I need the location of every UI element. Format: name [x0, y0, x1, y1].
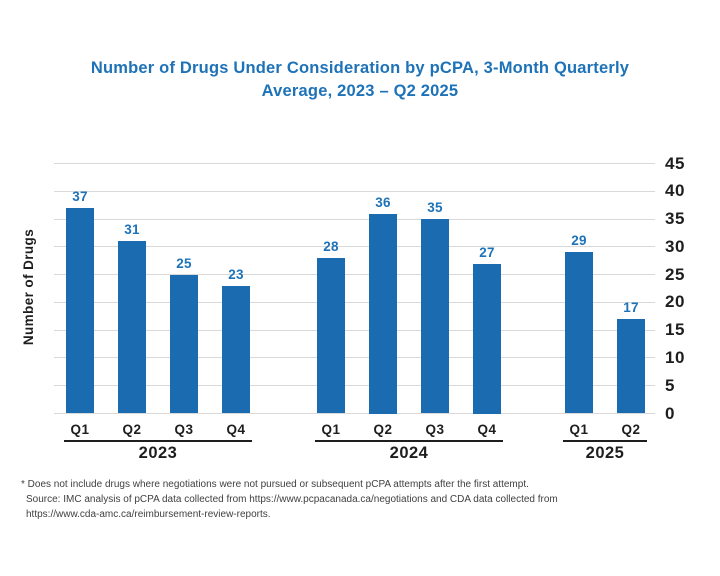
- chart-title: Number of Drugs Under Consideration by p…: [0, 57, 720, 103]
- y-axis-tick-label: 35: [665, 209, 685, 229]
- y-axis-tick-label: 0: [665, 403, 675, 423]
- bar-value-label: 37: [72, 188, 88, 204]
- x-axis-quarter-label: Q2: [621, 422, 641, 437]
- bar-2023-q1: [66, 207, 94, 414]
- y-axis-tick-label: 25: [665, 264, 685, 284]
- year-label: 2023: [138, 444, 178, 462]
- gridline: [54, 413, 655, 414]
- year-group-line: [64, 440, 252, 442]
- year-group-line: [315, 440, 503, 442]
- bar-value-label: 25: [176, 255, 192, 271]
- y-axis-tick-label: 30: [665, 236, 685, 256]
- y-axis-tick-label: 40: [665, 181, 685, 201]
- year-group-line: [563, 440, 647, 442]
- bar-value-label: 31: [124, 222, 140, 238]
- bar-2024-q3: [421, 219, 449, 414]
- x-axis-quarter-label: Q2: [122, 422, 142, 437]
- bar-value-label: 29: [571, 233, 587, 249]
- x-axis-quarter-label: Q2: [373, 422, 393, 437]
- x-axis-quarter-label: Q4: [226, 422, 246, 437]
- gridline: [54, 246, 655, 248]
- bar-2023-q4: [222, 285, 250, 414]
- bar-value-label: 35: [427, 200, 443, 216]
- bar-value-label: 23: [228, 266, 244, 282]
- footnote-line-2: Source: IMC analysis of pCPA data collec…: [26, 494, 558, 505]
- gridline: [54, 190, 655, 192]
- x-axis-quarter-label: Q3: [174, 422, 194, 437]
- gridline: [54, 385, 655, 387]
- x-axis-quarter-label: Q1: [321, 422, 341, 437]
- bar-value-label: 36: [375, 194, 391, 210]
- bar-2024-q1: [317, 257, 345, 414]
- gridline: [54, 357, 655, 359]
- chart-title-line1: Number of Drugs Under Consideration by p…: [90, 59, 630, 77]
- gridline: [54, 218, 655, 220]
- y-axis-tick-label: 5: [665, 375, 675, 395]
- y-axis-tick-label: 10: [665, 347, 685, 367]
- bar-2024-q2: [369, 213, 397, 414]
- footnote-line-1: * Does not include drugs where negotiati…: [21, 479, 529, 490]
- footnote-line-3: https://www.cda-amc.ca/reimbursement-rev…: [26, 509, 271, 520]
- y-axis-tick-label: 20: [665, 292, 685, 312]
- gridline: [54, 329, 655, 331]
- x-axis-quarter-label: Q1: [569, 422, 589, 437]
- bar-2023-q2: [118, 241, 146, 414]
- bar-2025-q1: [565, 252, 593, 414]
- chart-title-line2: Average, 2023 – Q2 2025: [261, 82, 459, 100]
- bar-value-label: 28: [323, 238, 339, 254]
- bar-value-label: 27: [479, 244, 495, 260]
- bar-2025-q2: [617, 319, 645, 414]
- footnote: * Does not include drugs where negotiati…: [21, 477, 701, 522]
- gridline: [54, 301, 655, 303]
- y-axis-tick-label: 15: [665, 320, 685, 340]
- x-axis-quarter-label: Q4: [477, 422, 497, 437]
- year-label: 2024: [389, 444, 429, 462]
- gridline: [54, 274, 655, 276]
- y-axis-tick-label: 45: [665, 153, 685, 173]
- x-axis-quarter-label: Q3: [425, 422, 445, 437]
- x-axis-quarter-label: Q1: [70, 422, 90, 437]
- year-label: 2025: [585, 444, 625, 462]
- gridline: [54, 163, 655, 164]
- bar-value-label: 17: [623, 300, 639, 316]
- bar-2024-q4: [473, 263, 501, 414]
- bar-2023-q3: [170, 274, 198, 414]
